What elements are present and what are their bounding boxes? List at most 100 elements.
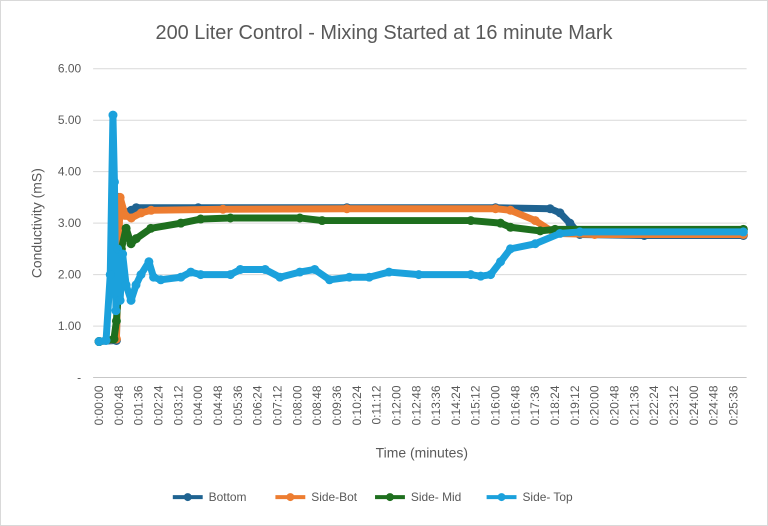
x-axis-label: Time (minutes) [376,444,468,460]
data-point [118,249,128,259]
data-point [505,222,515,232]
legend-swatch-marker [183,493,192,502]
x-tick-label: 0:22:24 [647,385,661,425]
data-point [109,177,119,187]
x-tick-label: 0:08:48 [310,385,324,425]
data-point [115,295,125,305]
data-point [414,270,424,280]
data-point [109,334,119,344]
y-tick-label: 5.00 [58,113,82,127]
series-group [94,110,748,347]
data-point [108,110,118,120]
data-point [225,213,235,223]
data-point [131,234,141,244]
y-axis-ticks: - 1.00 2.00 3.00 4.00 5.00 6.00 [58,62,82,385]
legend-swatch-marker [385,493,394,502]
x-tick-label: 0:07:12 [270,385,284,425]
x-tick-label: 0:25:36 [726,385,740,425]
data-point [317,216,327,226]
x-tick-label: 0:24:48 [707,385,721,425]
data-point [196,214,206,224]
data-point [496,218,506,228]
y-axis-label: Conductivity (mS) [28,168,44,278]
y-tick-label: 1.00 [58,319,82,333]
chart-title: 200 Liter Control - Mixing Started at 16… [156,22,613,44]
data-point [295,267,305,277]
data-point [496,257,506,267]
x-tick-label: 0:15:12 [469,385,483,425]
data-point [486,270,496,280]
legend-label: Side- Mid [411,490,461,504]
data-point [466,216,476,226]
data-point [146,223,156,233]
data-point [310,264,320,274]
x-tick-label: 0:05:36 [231,385,245,425]
data-point [505,205,515,215]
data-point [225,270,235,280]
x-tick-label: 0:14:24 [449,385,463,425]
x-tick-label: 0:20:00 [588,385,602,425]
legend: Bottom Side-Bot Side- Mid Side- Top [172,490,573,504]
data-point [295,213,305,223]
data-point [121,280,131,290]
data-point [121,223,131,233]
data-point [530,239,540,249]
data-point [565,218,575,228]
data-point [176,272,186,282]
data-point [325,275,335,285]
x-tick-label: 0:09:36 [330,385,344,425]
x-tick-label: 0:19:12 [568,385,582,425]
x-tick-label: 0:11:12 [370,385,384,424]
y-tick-label: 6.00 [58,62,82,76]
data-point [136,270,146,280]
data-point [111,306,121,316]
x-tick-label: 0:01:36 [132,385,146,425]
data-point [738,227,748,237]
data-point [196,270,206,280]
data-point [545,204,555,214]
data-point [575,227,585,237]
data-point [364,272,374,282]
data-point [342,204,352,214]
data-point [126,295,136,305]
data-point [94,337,104,347]
x-tick-label: 0:23:12 [667,385,681,425]
data-point [126,213,136,223]
legend-swatch-marker [497,493,506,502]
x-tick-label: 0:24:00 [687,385,701,425]
data-point [111,316,121,326]
data-point [176,218,186,228]
x-tick-label: 0:12:00 [389,385,403,425]
x-tick-label: 0:03:12 [171,385,185,425]
data-point [131,280,141,290]
x-tick-label: 0:08:00 [290,385,304,425]
x-tick-label: 0:04:48 [211,385,225,425]
data-point [186,267,196,277]
legend-label: Bottom [209,490,247,504]
x-tick-label: 0:00:48 [112,385,126,425]
x-tick-label: 0:10:24 [350,385,364,425]
x-tick-label: 0:21:36 [627,385,641,425]
x-tick-label: 0:13:36 [429,385,443,425]
data-point [218,204,228,214]
legend-swatch-marker [286,493,295,502]
legend-label: Side- Top [522,490,573,504]
data-point [491,204,501,214]
x-tick-label: 0:17:36 [528,385,542,425]
x-tick-label: 0:06:24 [251,385,265,425]
data-point [136,208,146,218]
x-tick-label: 0:12:48 [409,385,423,425]
x-tick-label: 0:18:24 [548,385,562,425]
series-side-top [94,110,748,347]
data-point [555,228,565,238]
data-point [144,257,154,267]
data-point [384,267,394,277]
x-tick-label: 0:04:00 [191,385,205,425]
x-tick-label: 0:16:48 [508,385,522,425]
y-tick-label: 4.00 [58,165,82,179]
data-point [344,272,354,282]
x-tick-label: 0:20:48 [608,385,622,425]
data-point [476,271,486,281]
y-tick-label: 2.00 [58,268,82,282]
